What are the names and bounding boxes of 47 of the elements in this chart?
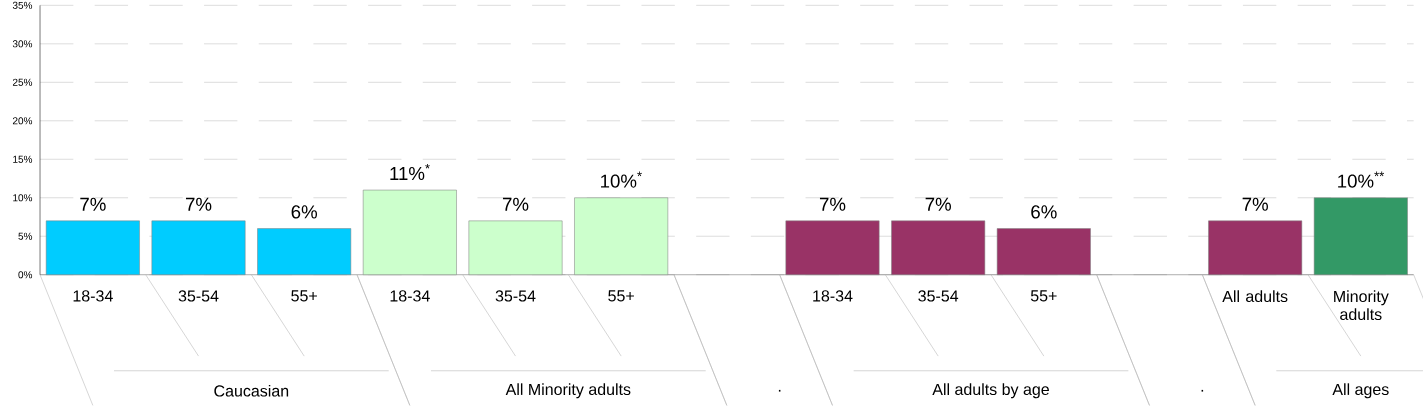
data-label: 7% — [185, 197, 212, 211]
data-label: 11%$^{*}$ — [390, 163, 430, 180]
bar — [785, 220, 880, 275]
data-label: 6% — [1031, 205, 1057, 219]
y-tick-label: 5% — [18, 232, 33, 240]
data-label: 7% — [925, 197, 951, 211]
x-tick-label: 18-34 — [73, 290, 113, 302]
bar — [996, 228, 1091, 275]
x-tick-label: 55+ — [1030, 290, 1057, 302]
y-tick-label: 25% — [12, 78, 33, 86]
x-tick-label: Minority adults — [1334, 290, 1389, 320]
data-label: 10%$^{**}$ — [1338, 171, 1385, 188]
y-tick-label: 30% — [12, 40, 33, 48]
text: All adults by age — [932, 383, 1049, 399]
text: All Minority adults — [505, 383, 631, 399]
bar — [468, 220, 563, 275]
data-label: 10%$^{*}$ — [601, 171, 642, 188]
text: All ages — [1332, 383, 1389, 399]
x-tick-label: 55+ — [608, 290, 634, 302]
x-tick-label: 18-34 — [390, 290, 430, 302]
x-tick-label: 18-34 — [813, 290, 853, 302]
y-tick-label: 20% — [12, 117, 33, 125]
x-tick-label: 35-54 — [495, 290, 536, 302]
bar — [1208, 220, 1303, 275]
x-tick-label: All adults — [1222, 290, 1288, 302]
text: Caucasian — [214, 384, 289, 397]
y-tick-label: 0% — [18, 271, 33, 279]
y-tick-label: 15% — [13, 155, 33, 163]
text: . — [778, 389, 781, 392]
x-tick-label: 35-54 — [178, 290, 219, 302]
bar — [362, 189, 457, 275]
data-label: 7% — [80, 197, 106, 211]
x-tick-label: 35-54 — [918, 290, 959, 302]
data-label: 7% — [1242, 197, 1268, 211]
bar — [1313, 197, 1408, 275]
data-label: 6% — [291, 205, 318, 219]
y-tick-label: 35% — [12, 1, 33, 9]
bar — [891, 220, 986, 275]
bar — [574, 197, 669, 275]
bar — [45, 220, 140, 275]
x-tick-label: 55+ — [291, 290, 317, 302]
y-tick-label: 10% — [13, 194, 33, 202]
bar — [151, 220, 246, 275]
data-label: 7% — [819, 197, 846, 211]
text: . — [1201, 389, 1204, 392]
bar — [257, 228, 352, 275]
data-label: 7% — [502, 197, 529, 211]
